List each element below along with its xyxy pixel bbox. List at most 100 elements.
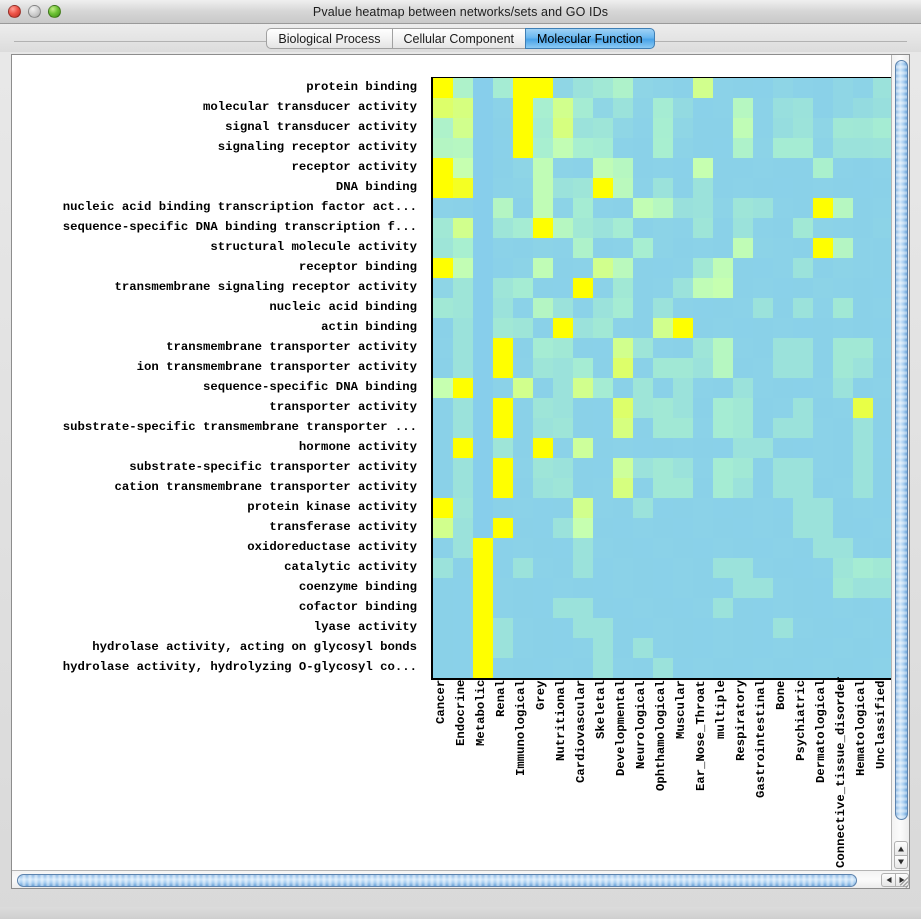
- heatmap-cell[interactable]: [553, 398, 573, 418]
- heatmap-cell[interactable]: [753, 458, 773, 478]
- heatmap-cell[interactable]: [733, 498, 753, 518]
- heatmap-cell[interactable]: [573, 178, 593, 198]
- heatmap-cell[interactable]: [813, 418, 833, 438]
- heatmap-cell[interactable]: [813, 398, 833, 418]
- heatmap-cell[interactable]: [513, 578, 533, 598]
- heatmap-cell[interactable]: [733, 438, 753, 458]
- heatmap-cell[interactable]: [793, 398, 813, 418]
- heatmap-cell[interactable]: [453, 498, 473, 518]
- heatmap-cell[interactable]: [813, 318, 833, 338]
- heatmap-cell[interactable]: [673, 118, 693, 138]
- heatmap-cell[interactable]: [433, 318, 453, 338]
- heatmap-cell[interactable]: [513, 498, 533, 518]
- heatmap-cell[interactable]: [833, 418, 853, 438]
- heatmap-cell[interactable]: [653, 438, 673, 458]
- heatmap-cell[interactable]: [453, 638, 473, 658]
- heatmap-cell[interactable]: [573, 398, 593, 418]
- heatmap-cell[interactable]: [853, 398, 873, 418]
- heatmap-cell[interactable]: [653, 618, 673, 638]
- heatmap-cell[interactable]: [653, 138, 673, 158]
- heatmap-cell[interactable]: [793, 298, 813, 318]
- heatmap-cell[interactable]: [773, 438, 793, 458]
- heatmap-cell[interactable]: [793, 258, 813, 278]
- heatmap-cell[interactable]: [453, 378, 473, 398]
- heatmap-cell[interactable]: [493, 318, 513, 338]
- heatmap-cell[interactable]: [593, 578, 613, 598]
- heatmap-cell[interactable]: [653, 158, 673, 178]
- heatmap-cell[interactable]: [853, 358, 873, 378]
- heatmap-cell[interactable]: [453, 178, 473, 198]
- heatmap-cell[interactable]: [713, 238, 733, 258]
- heatmap-cell[interactable]: [433, 638, 453, 658]
- heatmap-cell[interactable]: [613, 478, 633, 498]
- heatmap-cell[interactable]: [433, 578, 453, 598]
- heatmap-cell[interactable]: [793, 418, 813, 438]
- heatmap-cell[interactable]: [793, 578, 813, 598]
- heatmap-cell[interactable]: [673, 298, 693, 318]
- heatmap-cell[interactable]: [653, 498, 673, 518]
- heatmap-cell[interactable]: [673, 98, 693, 118]
- heatmap-cell[interactable]: [713, 598, 733, 618]
- heatmap-cell[interactable]: [873, 458, 892, 478]
- heatmap-cell[interactable]: [473, 318, 493, 338]
- heatmap-cell[interactable]: [453, 238, 473, 258]
- heatmap-cell[interactable]: [553, 218, 573, 238]
- heatmap-cell[interactable]: [493, 78, 513, 98]
- zoom-button-icon[interactable]: [48, 5, 61, 18]
- heatmap-cell[interactable]: [553, 438, 573, 458]
- heatmap-cell[interactable]: [813, 158, 833, 178]
- heatmap-cell[interactable]: [533, 378, 553, 398]
- heatmap-cell[interactable]: [673, 538, 693, 558]
- heatmap-cell[interactable]: [753, 438, 773, 458]
- heatmap-cell[interactable]: [593, 338, 613, 358]
- heatmap-cell[interactable]: [873, 78, 892, 98]
- heatmap-cell[interactable]: [813, 238, 833, 258]
- heatmap-cell[interactable]: [613, 138, 633, 158]
- heatmap-cell[interactable]: [813, 218, 833, 238]
- heatmap-cell[interactable]: [753, 638, 773, 658]
- heatmap-cell[interactable]: [733, 418, 753, 438]
- heatmap-cell[interactable]: [853, 238, 873, 258]
- heatmap-cell[interactable]: [633, 418, 653, 438]
- vertical-scrollbar[interactable]: [891, 55, 909, 871]
- heatmap-cell[interactable]: [813, 378, 833, 398]
- heatmap-cell[interactable]: [733, 258, 753, 278]
- heatmap-cell[interactable]: [493, 298, 513, 318]
- heatmap-cell[interactable]: [493, 398, 513, 418]
- heatmap-cell[interactable]: [833, 318, 853, 338]
- heatmap-cell[interactable]: [793, 558, 813, 578]
- heatmap-cell[interactable]: [573, 378, 593, 398]
- heatmap-cell[interactable]: [733, 298, 753, 318]
- heatmap-cell[interactable]: [593, 358, 613, 378]
- heatmap-cell[interactable]: [433, 278, 453, 298]
- heatmap-cell[interactable]: [773, 538, 793, 558]
- heatmap-cell[interactable]: [653, 78, 673, 98]
- heatmap-cell[interactable]: [773, 238, 793, 258]
- heatmap-cell[interactable]: [813, 298, 833, 318]
- heatmap-cell[interactable]: [733, 598, 753, 618]
- heatmap-cell[interactable]: [753, 578, 773, 598]
- heatmap-cell[interactable]: [593, 218, 613, 238]
- heatmap-cell[interactable]: [713, 658, 733, 678]
- heatmap-cell[interactable]: [733, 218, 753, 238]
- heatmap-cell[interactable]: [813, 78, 833, 98]
- heatmap-cell[interactable]: [713, 178, 733, 198]
- heatmap-cell[interactable]: [473, 358, 493, 378]
- heatmap-cell[interactable]: [793, 238, 813, 258]
- heatmap-cell[interactable]: [653, 638, 673, 658]
- heatmap-cell[interactable]: [433, 258, 453, 278]
- heatmap-cell[interactable]: [873, 98, 892, 118]
- heatmap-cell[interactable]: [573, 318, 593, 338]
- heatmap-cell[interactable]: [553, 638, 573, 658]
- heatmap-cell[interactable]: [593, 138, 613, 158]
- heatmap-cell[interactable]: [853, 138, 873, 158]
- heatmap-cell[interactable]: [753, 418, 773, 438]
- heatmap-cell[interactable]: [433, 518, 453, 538]
- heatmap-cell[interactable]: [513, 298, 533, 318]
- heatmap-cell[interactable]: [853, 438, 873, 458]
- heatmap-cell[interactable]: [493, 98, 513, 118]
- heatmap-cell[interactable]: [533, 218, 553, 238]
- heatmap-cell[interactable]: [513, 238, 533, 258]
- heatmap-cell[interactable]: [753, 318, 773, 338]
- heatmap-cell[interactable]: [573, 118, 593, 138]
